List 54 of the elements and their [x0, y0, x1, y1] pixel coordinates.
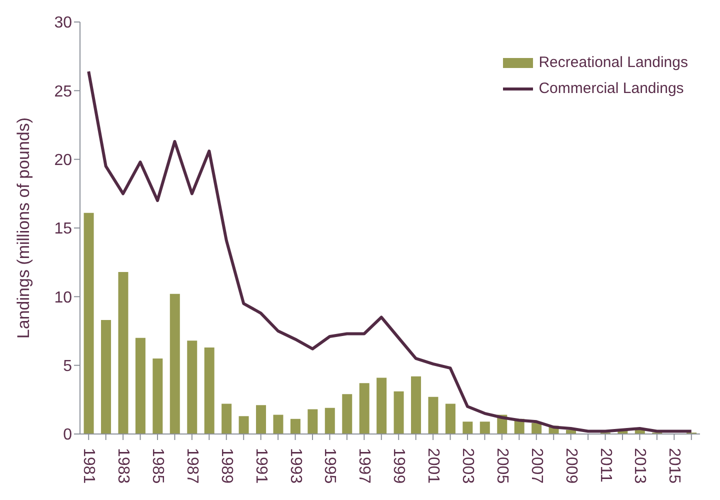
bar: [290, 418, 300, 434]
bar: [428, 396, 438, 434]
bar: [135, 338, 146, 434]
bar: [273, 414, 284, 434]
bar: [222, 404, 232, 434]
legend-label: Recreational Landings: [538, 53, 688, 73]
bar: [152, 358, 163, 434]
bar: [376, 378, 387, 434]
bar: [84, 212, 94, 434]
x-tick-label: 2009: [562, 448, 580, 484]
line-series: [87, 70, 693, 433]
x-tick-label: 2001: [424, 448, 442, 484]
x-tick-label: 2007: [528, 448, 545, 484]
x-tick-label: 1983: [114, 448, 132, 484]
bar: [445, 404, 456, 434]
bar: [308, 409, 318, 434]
bar: [324, 408, 335, 434]
y-tick-label: 15: [54, 220, 72, 238]
bar: [480, 422, 490, 434]
y-axis-title: Landings (millions of pounds): [14, 117, 34, 339]
bar: [187, 340, 198, 434]
bar: [204, 347, 214, 434]
x-tick-label: 1995: [321, 448, 338, 484]
x-tick-label: 1989: [218, 448, 235, 484]
x-tick-label: 1985: [149, 448, 166, 484]
y-tick-label: 0: [63, 426, 72, 444]
bar: [118, 272, 128, 434]
bar: [342, 394, 352, 434]
bar: [462, 422, 473, 434]
x-tick-label: 2005: [493, 448, 510, 484]
bar: [359, 383, 370, 434]
y-tick-label: 30: [54, 14, 72, 32]
y-tick-label: 25: [54, 83, 72, 100]
bar: [394, 391, 404, 434]
x-tick-label: 1993: [286, 448, 304, 484]
x-tick-label: 1987: [183, 448, 200, 484]
bar: [238, 416, 249, 434]
x-tick-label: 2003: [459, 448, 476, 484]
x-tick-label: 2011: [596, 448, 614, 483]
bar: [532, 423, 542, 434]
bar: [411, 376, 422, 434]
bar: [256, 405, 266, 434]
y-tick-label: 5: [63, 358, 72, 376]
bar: [170, 294, 180, 434]
y-tick-label: 20: [54, 152, 72, 170]
x-tick-label: 2013: [631, 448, 648, 484]
bar: [101, 320, 112, 434]
legend-label: Commercial Landings: [538, 79, 684, 99]
x-tick-label: 1981: [80, 448, 98, 484]
x-tick-label: 1999: [390, 448, 408, 484]
x-tick-label: 2015: [666, 448, 683, 484]
x-tick-label: 1997: [356, 448, 373, 484]
x-tick-label: 1991: [252, 448, 270, 484]
y-tick-label: 10: [54, 289, 72, 306]
